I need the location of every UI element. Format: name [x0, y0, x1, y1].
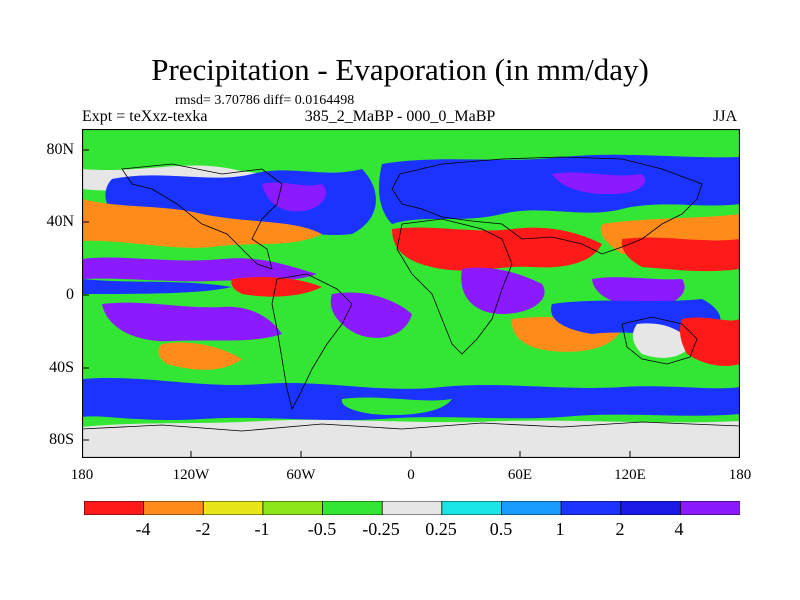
colorbar-label: 4 — [674, 519, 684, 539]
coastline-australia — [621, 316, 698, 365]
x-tick-label: 0 — [407, 467, 415, 483]
arctic-band — [82, 129, 740, 159]
period-label: 385_2_MaBP - 000_0_MaBP — [304, 108, 496, 125]
x-tick-label: 60W — [286, 467, 316, 483]
colorbar-label: 2 — [615, 519, 625, 539]
colorbar-label: -0.5 — [307, 519, 337, 539]
colorbar-swatch — [560, 501, 622, 515]
colorbar-swatch — [202, 501, 264, 515]
map-panel — [82, 129, 740, 458]
y-tick-label: 0 — [66, 286, 74, 303]
coastline-north-america — [121, 163, 283, 270]
x-tick-label: 120E — [614, 467, 646, 483]
colorbar-swatch — [441, 501, 503, 515]
south-america-purple — [330, 292, 412, 338]
eq-east-pacific-red — [231, 276, 322, 297]
coastline-antarctica — [82, 421, 740, 432]
sahara-red — [392, 227, 602, 271]
colorbar-swatch — [84, 501, 145, 515]
antarctica-neutral — [82, 419, 740, 458]
y-tick-label: 40S — [49, 359, 74, 376]
south-pacific-orange — [158, 342, 242, 370]
colorbar-label: -1 — [254, 519, 270, 539]
africa-purple — [461, 267, 545, 314]
north-atlantic-orange — [82, 199, 322, 248]
colorbar-swatch — [143, 501, 204, 515]
australia-neutral — [632, 323, 692, 358]
colorbar-swatch — [322, 501, 383, 515]
x-tick-label: 120W — [172, 467, 210, 483]
colorbar-swatch — [262, 501, 324, 515]
x-tick-label: 180 — [728, 467, 752, 483]
colorbar-label: -0.25 — [362, 519, 400, 539]
colorbar-label: -4 — [135, 519, 151, 539]
x-tick-label: 60E — [507, 467, 533, 483]
stats-text: rmsd= 3.70786 diff= 0.0164498 — [175, 93, 355, 108]
north-purple-patches — [262, 172, 646, 212]
coastline-africa — [396, 218, 513, 355]
colorbar-swatch — [381, 501, 443, 515]
colorbar-label: -2 — [195, 519, 211, 539]
colorbar-label: 1 — [555, 519, 565, 539]
itcz-purple-west — [82, 257, 317, 282]
coastline-south-america — [271, 273, 353, 411]
colorbar — [84, 501, 740, 515]
experiment-label: Expt = teXxz-texka — [82, 108, 208, 125]
colorbar-swatch — [679, 501, 740, 515]
figure-title: Precipitation - Evaporation (in mm/day) — [151, 52, 649, 87]
maritime-purple — [592, 277, 685, 308]
y-tick-label: 80N — [46, 141, 74, 158]
season-label: JJA — [713, 108, 738, 125]
y-tick-label: 40N — [46, 213, 74, 230]
itcz-blue-west — [82, 279, 232, 294]
colorbar-label: 0.5 — [489, 519, 513, 539]
y-tick-label: 80S — [49, 431, 74, 448]
colorbar-swatch — [501, 501, 562, 515]
colorbar-label: 0.25 — [425, 519, 457, 539]
coastline-europe-asia — [391, 156, 703, 255]
x-tick-label: 180 — [70, 467, 94, 483]
south-indian-blue — [551, 299, 721, 336]
southern-ocean-green — [341, 397, 452, 416]
southern-ocean-blue — [82, 377, 740, 421]
north-blue-band-east — [379, 154, 740, 224]
south-pacific-purple — [102, 302, 282, 342]
colorbar-swatch — [620, 501, 682, 515]
south-australia-orange — [679, 317, 740, 366]
pacific-red — [621, 237, 740, 272]
